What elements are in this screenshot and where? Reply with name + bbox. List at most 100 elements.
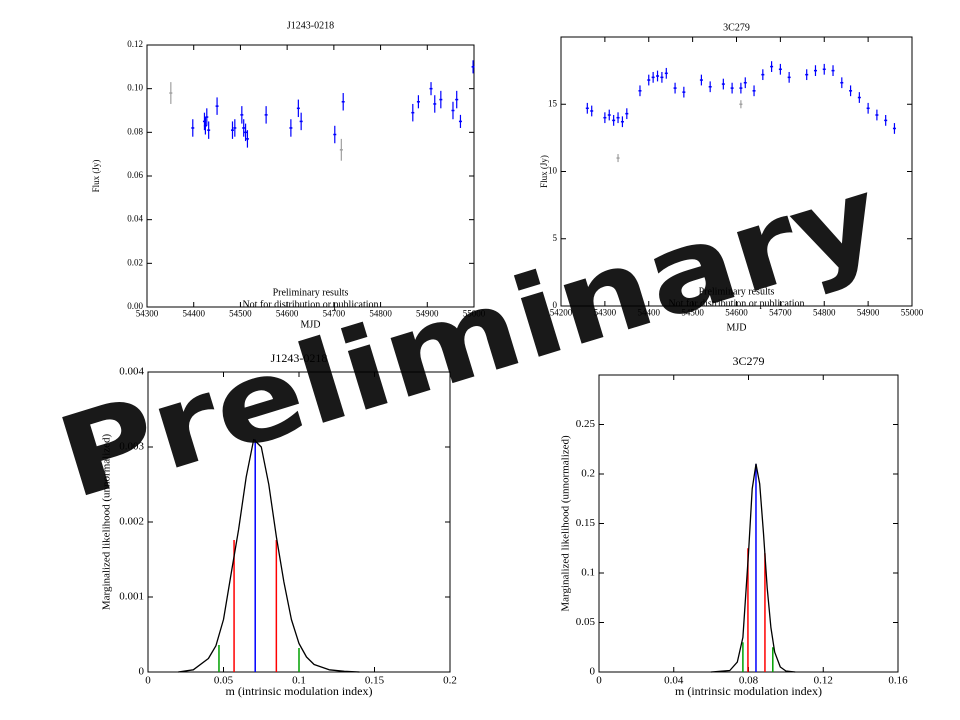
x-tick-label: 55000 [901,307,924,317]
y-tick-label: 0.08 [127,126,143,136]
point [647,79,651,81]
x-axis-label: m (intrinsic modulation index) [675,684,822,698]
point [660,76,664,79]
y-tick-label: 0.002 [119,516,144,528]
point [875,114,879,116]
y-tick-label: 0.02 [127,257,143,267]
y-tick-label: 0.001 [119,591,144,603]
y-tick-label: 0.00 [127,301,143,311]
x-tick-label: 0.08 [739,674,759,686]
x-tick-label: 54500 [229,308,252,318]
point [607,114,611,116]
y-tick-label: 0 [553,300,558,310]
x-tick-label: 54400 [638,307,661,317]
point [699,79,703,81]
point [203,125,207,127]
x-tick-label: 54300 [594,307,617,317]
x-tick-label: 0.15 [365,674,385,686]
likelihood-curve [711,463,796,673]
y-tick-label: 0.25 [576,418,596,430]
x-axis-label: m (intrinsic modulation index) [226,684,373,698]
point [778,68,782,71]
point [244,131,248,134]
x-tick-label: 54800 [813,307,836,317]
point [651,76,655,79]
point [191,127,195,129]
point [299,120,303,123]
point [296,107,300,110]
y-tick-label: 0.05 [576,616,596,628]
point [840,81,844,84]
x-tick-label: 0.05 [214,674,234,686]
point [625,112,629,115]
point [682,91,686,93]
x-axis-label: MJD [726,322,746,333]
point [730,87,734,89]
point [455,98,459,101]
point [721,83,725,85]
y-axis-label: Marginalized likelihood (unnormalized) [560,435,572,612]
annotation: Not for distribution or publication [668,298,804,309]
x-tick-label: 54700 [323,308,346,318]
point [471,66,475,68]
x-tick-label: 55000 [463,308,486,318]
x-tick-label: 54600 [725,307,748,317]
point [616,157,620,159]
point [233,127,237,129]
y-axis-label: Marginalized likelihood (unnormalized) [101,433,113,610]
y-tick-label: 0.2 [581,468,595,480]
point [849,90,853,92]
x-tick-label: 54400 [182,308,205,318]
y-tick-label: 0.04 [127,214,143,224]
point [813,69,817,72]
point [892,127,896,130]
point [866,107,870,110]
point [787,76,791,79]
chart-title: 3C279 [723,22,750,33]
point [333,133,337,136]
x-tick-label: 0.12 [814,674,833,686]
x-tick-label: 0 [145,674,151,686]
y-tick-label: 0.10 [127,83,143,93]
annotation: Preliminary results [699,286,775,297]
point [616,116,620,119]
x-tick-label: 54900 [416,308,439,318]
point [458,120,462,123]
point [805,73,809,76]
chart: 3C279 MJD Flux (Jy) 0 5 10 15 54200 54300 54400 54… [539,22,924,333]
point [884,119,888,122]
x-tick-label: 0.16 [888,674,908,686]
point [739,87,743,89]
x-tick-label: 54700 [769,307,792,317]
point [341,101,345,103]
point [752,90,756,92]
point [205,116,209,118]
chart-title: J1243-0218 [287,20,334,31]
point [416,101,420,103]
point [822,68,826,71]
plot-frame [147,371,451,673]
point [451,109,455,112]
point [656,75,660,77]
point [242,127,246,129]
point [439,98,443,101]
y-tick-label: 0 [139,666,145,678]
chart: J1243-0218 MJD Flux (Jy) 0.00 0.02 0.04 0.06 0.… [91,20,486,330]
x-tick-label: 54200 [550,307,573,317]
chart-title: 3C279 [732,354,764,368]
point [743,81,747,84]
point [230,129,234,131]
point [264,114,268,116]
chart-title: J1243-0218 [271,351,328,365]
y-tick-label: 10 [548,166,558,176]
point [761,73,765,76]
point [638,90,642,92]
y-tick-label: 0.004 [119,366,144,378]
point [620,120,624,123]
x-tick-label: 54500 [681,307,704,317]
point [411,111,415,114]
point [770,65,774,68]
x-tick-label: 0.1 [292,674,306,686]
point [240,114,244,116]
